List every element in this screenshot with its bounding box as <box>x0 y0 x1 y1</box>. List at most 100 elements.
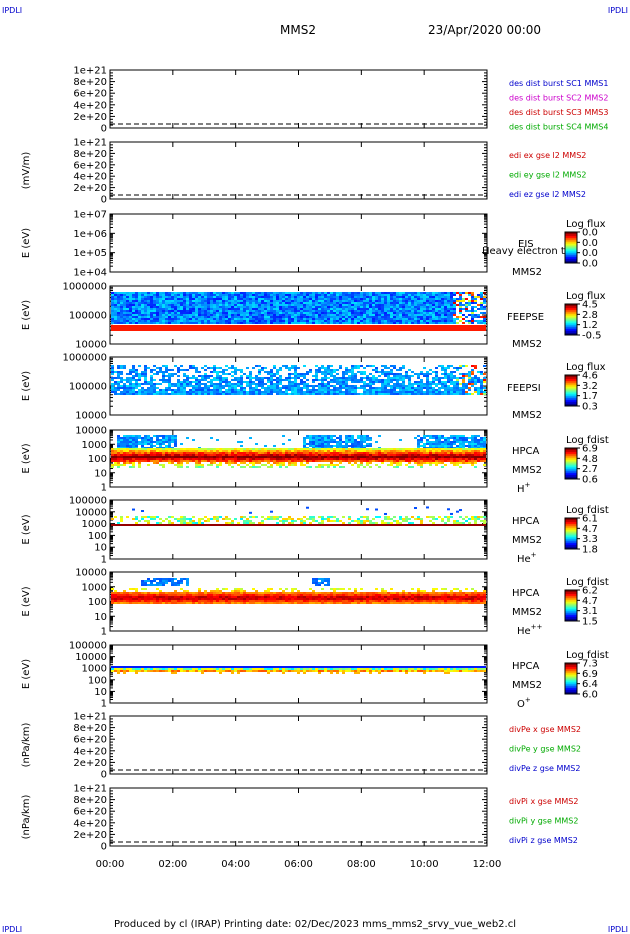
spectrogram-cell <box>381 391 384 393</box>
spectrogram-cell <box>279 450 282 452</box>
spectrogram-cell <box>138 443 141 445</box>
spectrogram-cell <box>252 391 255 393</box>
spectrogram-cell <box>324 443 327 445</box>
spectrogram-cell <box>342 452 345 454</box>
spectrogram-cell <box>228 308 231 310</box>
spectrogram-cell <box>123 437 126 439</box>
spectrogram-cell <box>444 296 447 298</box>
spectrogram-cell <box>138 302 141 304</box>
spectrogram-cell <box>465 320 468 322</box>
spectrogram-cell <box>396 314 399 316</box>
spectrogram-cell <box>234 296 237 298</box>
spectrogram-cell <box>378 379 381 381</box>
spectrogram-cell <box>219 460 222 462</box>
spectrogram-cell <box>450 320 453 322</box>
spectrogram-cell <box>267 466 270 468</box>
spectrogram-cell <box>342 458 345 460</box>
spectrogram-cell <box>321 314 324 316</box>
spectrogram-cell <box>396 298 399 300</box>
spectrogram-cell <box>282 365 285 367</box>
spectrogram-cell <box>294 298 297 300</box>
spectrogram-cell <box>165 439 168 441</box>
spectrogram-cell <box>267 318 270 320</box>
spectrogram-cell <box>330 365 333 367</box>
spectrogram-cell <box>480 302 483 304</box>
spectrogram-cell <box>459 389 462 391</box>
spectrogram-cell <box>303 320 306 322</box>
spectrogram-cell <box>171 298 174 300</box>
spectrogram-cell <box>456 393 459 395</box>
spectrogram-cell <box>471 393 474 395</box>
spectrogram-cell <box>366 454 369 456</box>
spectrogram-cell <box>258 385 261 387</box>
spectrogram-cell <box>201 454 204 456</box>
spectrogram-cell <box>168 316 171 318</box>
spectrogram-cell <box>357 298 360 300</box>
spectrogram-cell <box>459 306 462 308</box>
spectrogram-cell <box>180 464 183 466</box>
spectrogram-cell <box>474 306 477 308</box>
spectrogram-cell <box>294 294 297 296</box>
spectrogram-cell <box>231 312 234 314</box>
spectrogram-cell <box>321 389 324 391</box>
spectrogram-cell <box>297 385 300 387</box>
spectrogram-cell <box>363 302 366 304</box>
spectrogram-cell <box>231 375 234 377</box>
spectrogram-cell <box>228 391 231 393</box>
spectrogram-cell <box>219 316 222 318</box>
spectrogram-cell <box>333 450 336 452</box>
spectrogram-cell <box>453 383 456 385</box>
spectrogram-cell <box>147 310 150 312</box>
spectrogram-cell <box>246 381 249 383</box>
spectrogram-cell <box>324 437 327 439</box>
spectrogram-cell <box>324 458 327 460</box>
spectrogram-cell <box>291 322 294 324</box>
spectrogram-cell <box>309 385 312 387</box>
spectrogram-cell <box>330 393 333 395</box>
spectrogram-cell <box>471 320 474 322</box>
spectrogram-cell <box>138 365 141 367</box>
spectrogram-cell <box>252 314 255 316</box>
spectrogram-cell <box>141 312 144 314</box>
spectrogram-cell <box>117 439 120 441</box>
spectrogram-cell <box>138 466 141 468</box>
spectrogram-cell <box>267 302 270 304</box>
spectrogram-cell <box>258 322 261 324</box>
spectrogram-cell <box>180 322 183 324</box>
spectrogram-cell <box>135 298 138 300</box>
spectrogram-cell <box>357 312 360 314</box>
spectrogram-cell <box>249 462 252 464</box>
spectrogram-cell <box>288 379 291 381</box>
spectrogram-cell <box>309 322 312 324</box>
colorbar-swatch <box>565 251 577 254</box>
spectrogram-cell <box>189 456 192 458</box>
spectrogram-cell <box>225 379 228 381</box>
spectrogram-cell <box>234 458 237 460</box>
spectrogram-cell <box>216 450 219 452</box>
spectrogram-cell <box>111 320 114 322</box>
spectrogram-cell <box>129 310 132 312</box>
spectrogram-cell <box>474 310 477 312</box>
spectrogram-cell <box>306 312 309 314</box>
spectrogram-cell <box>393 322 396 324</box>
spectrogram-cell <box>378 448 381 450</box>
spectrogram-cell <box>282 325 285 331</box>
spectrogram-cell <box>111 466 114 468</box>
spectrogram-cell <box>240 325 243 331</box>
spectrogram-cell <box>429 393 432 395</box>
spectrogram-cell <box>435 312 438 314</box>
spectrogram-cell <box>360 454 363 456</box>
spectrogram-cell <box>429 294 432 296</box>
colorbar-swatch <box>565 315 577 319</box>
spectrogram-cell <box>324 450 327 452</box>
spectrogram-cell <box>300 310 303 312</box>
spectrogram-cell <box>243 314 246 316</box>
spectrogram-cell <box>273 387 276 389</box>
spectrogram-cell <box>234 387 237 389</box>
spectrogram-cell <box>273 300 276 302</box>
spectrogram-cell <box>249 456 252 458</box>
spectrogram-cell <box>282 435 285 437</box>
spectrogram-cell <box>195 448 198 450</box>
spectrogram-cell <box>366 377 369 379</box>
